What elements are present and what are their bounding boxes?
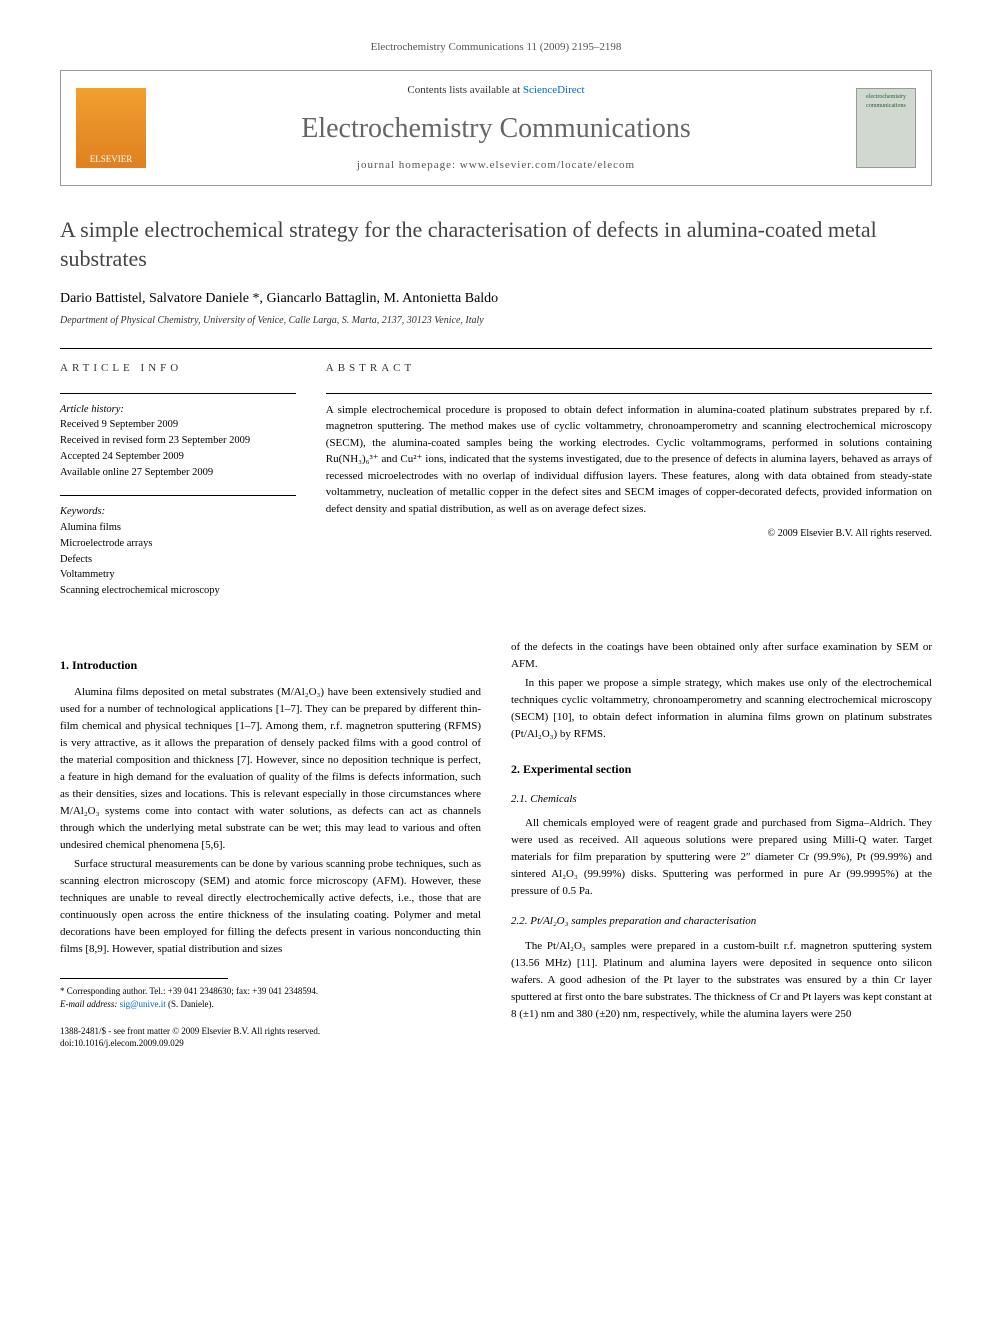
section-2-2-title: 2.2. Pt/Al₂O₃ samples preparation and ch… — [511, 914, 932, 929]
sciencedirect-link[interactable]: ScienceDirect — [523, 84, 585, 96]
abstract-column: ABSTRACT A simple electrochemical proced… — [326, 349, 932, 614]
article-info-column: ARTICLE INFO Article history: Received 9… — [60, 349, 296, 614]
email-name: (S. Daniele). — [168, 999, 214, 1009]
bottom-bar: 1388-2481/$ - see front matter © 2009 El… — [60, 1025, 481, 1050]
article-title: A simple electrochemical strategy for th… — [60, 216, 932, 273]
keywords-label: Keywords: — [60, 504, 296, 520]
keyword: Voltammetry — [60, 567, 296, 583]
abstract-label: ABSTRACT — [326, 361, 932, 380]
history-line: Available online 27 September 2009 — [60, 465, 296, 481]
doi-line: doi:10.1016/j.elecom.2009.09.029 — [60, 1037, 481, 1050]
section-2-2-para: The Pt/Al₂O₃ samples were prepared in a … — [511, 938, 932, 1023]
section-1-title: 1. Introduction — [60, 657, 481, 674]
abstract-text: A simple electrochemical procedure is pr… — [326, 393, 932, 518]
article-info-label: ARTICLE INFO — [60, 361, 296, 380]
email-label: E-mail address: — [60, 999, 117, 1009]
keyword: Scanning electrochemical microscopy — [60, 583, 296, 599]
issn-line: 1388-2481/$ - see front matter © 2009 El… — [60, 1025, 481, 1038]
contents-pre: Contents lists available at — [407, 84, 522, 96]
keyword: Defects — [60, 552, 296, 568]
abstract-copyright: © 2009 Elsevier B.V. All rights reserved… — [326, 527, 932, 541]
footnote-separator — [60, 978, 228, 979]
keyword: Alumina films — [60, 520, 296, 536]
body-right-column: of the defects in the coatings have been… — [511, 639, 932, 1050]
authors: Dario Battistel, Salvatore Daniele *, Gi… — [60, 289, 932, 309]
article-history: Article history: Received 9 September 20… — [60, 393, 296, 481]
section-1-para: Surface structural measurements can be d… — [60, 856, 481, 958]
corr-line: * Corresponding author. Tel.: +39 041 23… — [60, 985, 481, 998]
journal-name: Electrochemistry Communications — [61, 109, 931, 148]
elsevier-logo: ELSEVIER — [76, 88, 146, 168]
section-2-1-title: 2.1. Chemicals — [511, 792, 932, 807]
journal-header: ELSEVIER electrochemistry communications… — [60, 70, 932, 186]
running-header: Electrochemistry Communications 11 (2009… — [60, 40, 932, 55]
journal-homepage: journal homepage: www.elsevier.com/locat… — [61, 158, 931, 173]
section-2-1-para: All chemicals employed were of reagent g… — [511, 815, 932, 900]
affiliation: Department of Physical Chemistry, Univer… — [60, 314, 932, 328]
continuation-para: of the defects in the coatings have been… — [511, 639, 932, 673]
history-label: Article history: — [60, 402, 296, 418]
section-2-title: 2. Experimental section — [511, 761, 932, 778]
body-left-column: 1. Introduction Alumina films deposited … — [60, 639, 481, 1050]
section-1-para: Alumina films deposited on metal substra… — [60, 684, 481, 854]
email-link[interactable]: sig@unive.it — [120, 999, 166, 1009]
contents-line: Contents lists available at ScienceDirec… — [61, 83, 931, 98]
history-line: Accepted 24 September 2009 — [60, 449, 296, 465]
history-line: Received 9 September 2009 — [60, 417, 296, 433]
intro-para: In this paper we propose a simple strate… — [511, 675, 932, 743]
history-line: Received in revised form 23 September 20… — [60, 433, 296, 449]
keyword: Microelectrode arrays — [60, 536, 296, 552]
journal-cover-thumb: electrochemistry communications — [856, 88, 916, 168]
keywords-block: Keywords: Alumina films Microelectrode a… — [60, 495, 296, 599]
corresponding-author-footnote: * Corresponding author. Tel.: +39 041 23… — [60, 985, 481, 1010]
